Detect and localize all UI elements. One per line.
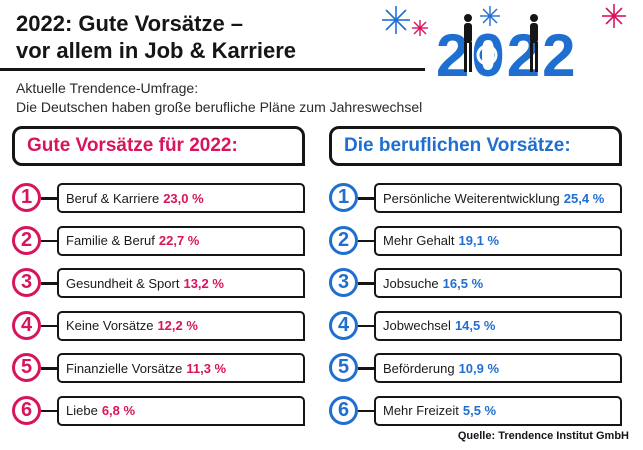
item-box: Gesundheit & Sport 13,2 %	[57, 268, 305, 299]
connector-line	[41, 409, 57, 413]
item-label: Finanzielle Vorsätze	[66, 360, 183, 376]
item-label: Beförderung	[383, 360, 455, 376]
item-box: Jobsuche 16,5 %	[374, 268, 622, 299]
connector-line	[358, 282, 374, 285]
item-box: Familie & Beruf 22,7 %	[57, 225, 305, 256]
person-icon	[464, 14, 472, 72]
page-title: 2022: Gute Vorsätze – vor allem in Job &…	[16, 10, 396, 64]
item-value: 19,1 %	[458, 233, 500, 249]
person-icon	[530, 14, 538, 72]
rank-badge: 5	[329, 353, 358, 383]
ranking-list: 1 Persönliche Weiterentwicklung 25,4 % 2…	[329, 183, 622, 428]
connector-line	[41, 239, 57, 243]
item-label: Gesundheit & Sport	[66, 275, 180, 291]
title-divider	[0, 68, 425, 71]
rank-badge: 6	[12, 395, 41, 425]
item-box: Mehr Freizeit 5,5 %	[374, 395, 622, 426]
firework-icon	[412, 20, 428, 36]
list-item: 4 Keine Vorsätze 12,2 %	[12, 310, 305, 343]
rank-badge: 2	[329, 225, 358, 255]
list-item: 1 Persönliche Weiterentwicklung 25,4 %	[329, 183, 622, 215]
list-item: 5 Beförderung 10,9 %	[329, 353, 622, 385]
firework-icon	[480, 6, 500, 26]
source-note: Quelle: Trendence Institut GmbH	[457, 430, 629, 442]
item-value: 16,5 %	[442, 275, 484, 291]
connector-line	[358, 367, 374, 370]
subtitle-line-1: Aktuelle Trendence-Umfrage:	[16, 80, 199, 96]
list-item: 6 Mehr Freizeit 5,5 %	[329, 395, 622, 428]
subtitle-line-2: Die Deutschen haben große berufliche Plä…	[16, 99, 423, 115]
item-label: Mehr Gehalt	[383, 233, 455, 249]
firework-icon	[382, 6, 410, 34]
list-item: 2 Mehr Gehalt 19,1 %	[329, 225, 622, 258]
connector-line	[358, 409, 374, 413]
item-label: Liebe	[66, 403, 98, 419]
firework-icon	[602, 4, 626, 28]
list-item: 4 Jobwechsel 14,5 %	[329, 310, 622, 343]
rank-badge: 6	[329, 395, 358, 425]
item-value: 6,8 %	[101, 403, 136, 419]
item-box: Finanzielle Vorsätze 11,3 %	[57, 353, 305, 384]
item-value: 10,9 %	[458, 360, 500, 376]
item-value: 22,7 %	[158, 233, 200, 249]
item-label: Jobsuche	[383, 275, 439, 291]
rank-badge: 4	[329, 310, 358, 340]
title-line-2: vor allem in Job & Karriere	[16, 38, 296, 63]
subtitle: Aktuelle Trendence-Umfrage: Die Deutsche…	[16, 79, 422, 117]
list-item: 3 Jobsuche 16,5 %	[329, 268, 622, 300]
rank-badge: 2	[12, 225, 41, 255]
item-label: Beruf & Karriere	[66, 190, 160, 206]
item-value: 11,3 %	[186, 360, 227, 376]
ranking-list: 1 Beruf & Karriere 23,0 % 2 Familie & Be…	[12, 183, 305, 428]
connector-line	[358, 197, 374, 200]
list-item: 5 Finanzielle Vorsätze 11,3 %	[12, 353, 305, 385]
title-line-1: 2022: Gute Vorsätze –	[16, 11, 244, 36]
item-value: 5,5 %	[462, 403, 497, 419]
item-box: Beruf & Karriere 23,0 %	[57, 183, 305, 213]
item-box: Beförderung 10,9 %	[374, 353, 622, 384]
list-item: 1 Beruf & Karriere 23,0 %	[12, 183, 305, 215]
list-item: 6 Liebe 6,8 %	[12, 395, 305, 428]
target-icon	[476, 44, 498, 66]
list-item: 2 Familie & Beruf 22,7 %	[12, 225, 305, 258]
connector-line	[41, 367, 57, 370]
item-box: Liebe 6,8 %	[57, 395, 305, 426]
connector-line	[358, 239, 374, 243]
item-value: 23,0 %	[163, 190, 204, 206]
connector-line	[358, 324, 374, 328]
rank-badge: 5	[12, 353, 41, 383]
logo-year-text: 2022	[436, 22, 577, 80]
rank-badge: 1	[12, 183, 41, 212]
item-box: Keine Vorsätze 12,2 %	[57, 310, 305, 341]
item-label: Jobwechsel	[383, 318, 451, 334]
panel-title: Die beruflichen Vorsätze:	[329, 126, 622, 166]
item-label: Mehr Freizeit	[383, 403, 459, 419]
panel-title: Gute Vorsätze für 2022:	[12, 126, 305, 166]
panel-career-resolutions: Die beruflichen Vorsätze: 1 Persönliche …	[329, 126, 622, 441]
item-box: Jobwechsel 14,5 %	[374, 310, 622, 341]
panel-general-resolutions: Gute Vorsätze für 2022: 1 Beruf & Karrie…	[12, 126, 305, 441]
item-value: 25,4 %	[563, 190, 605, 206]
connector-line	[41, 197, 57, 200]
item-box: Mehr Gehalt 19,1 %	[374, 225, 622, 256]
rank-badge: 3	[329, 268, 358, 298]
item-value: 13,2 %	[183, 275, 224, 291]
connector-line	[41, 282, 57, 285]
year-2022-logo: 2022	[382, 4, 626, 80]
rank-badge: 3	[12, 268, 41, 298]
rank-badge: 1	[329, 183, 358, 212]
item-value: 12,2 %	[157, 318, 198, 334]
item-label: Keine Vorsätze	[66, 318, 154, 334]
rank-badge: 4	[12, 310, 41, 340]
connector-line	[41, 324, 57, 328]
item-label: Persönliche Weiterentwicklung	[383, 190, 560, 206]
item-box: Persönliche Weiterentwicklung 25,4 %	[374, 183, 622, 213]
item-label: Familie & Beruf	[66, 233, 155, 249]
item-value: 14,5 %	[454, 318, 496, 334]
list-item: 3 Gesundheit & Sport 13,2 %	[12, 268, 305, 300]
